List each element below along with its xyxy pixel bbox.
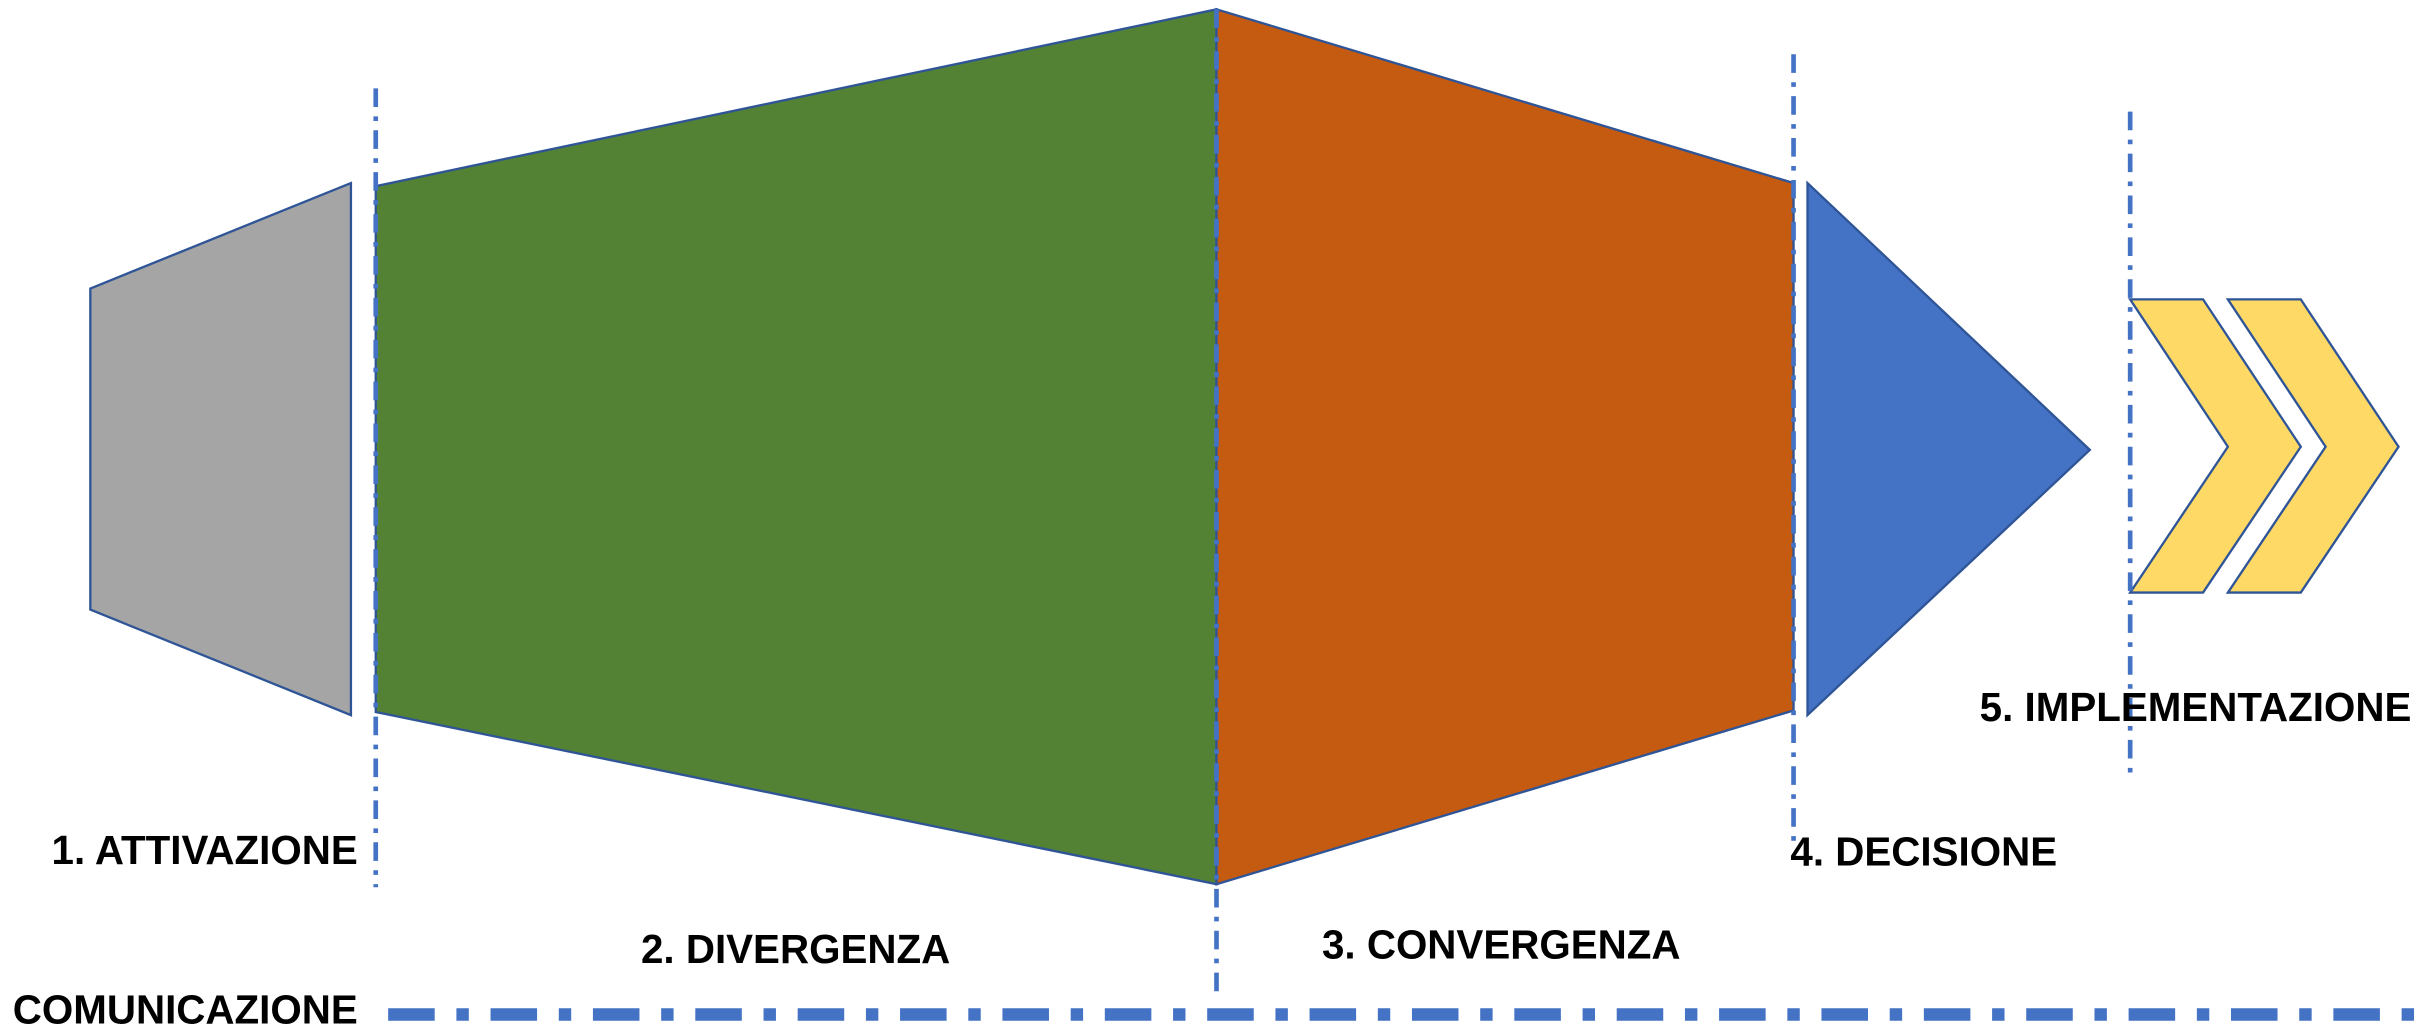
phase-label: 2. DIVERGENZA <box>641 926 950 972</box>
phase-label: 1. ATTIVAZIONE <box>52 827 358 873</box>
phase-label: 4. DECISIONE <box>1790 828 2057 874</box>
decision-shape <box>1806 180 2092 718</box>
chevron <box>2127 298 2303 594</box>
footer-label: COMUNICAZIONE <box>13 987 358 1030</box>
phase-label: 5. IMPLEMENTAZIONE <box>1980 684 2412 730</box>
activation-shape <box>89 181 353 717</box>
phase-label: 3. CONVERGENZA <box>1322 921 1681 967</box>
chevron <box>2225 298 2400 594</box>
convergence-shape <box>1215 7 1795 886</box>
divergence-shape <box>374 7 1218 886</box>
